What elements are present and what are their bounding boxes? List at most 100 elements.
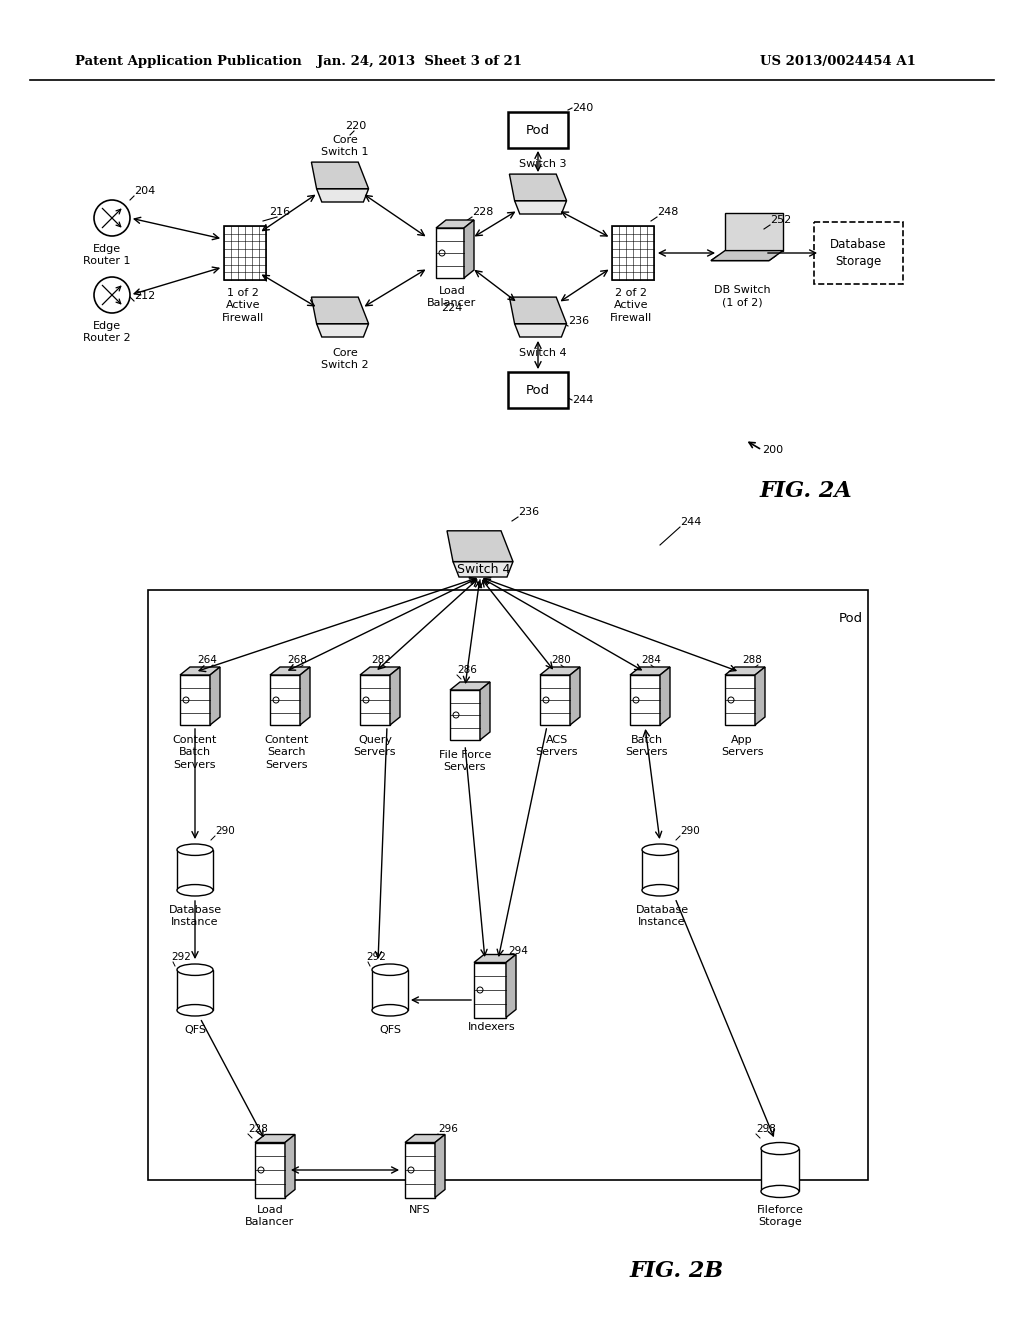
- Text: Switch 4: Switch 4: [519, 348, 567, 358]
- Text: 236: 236: [568, 315, 589, 326]
- Ellipse shape: [372, 964, 408, 975]
- Polygon shape: [360, 667, 400, 675]
- Text: 290: 290: [680, 826, 699, 836]
- Bar: [372, 970, 408, 1010]
- Bar: [360, 675, 390, 725]
- Polygon shape: [509, 174, 566, 201]
- Text: 244: 244: [680, 517, 701, 527]
- Ellipse shape: [177, 964, 213, 975]
- Text: 268: 268: [287, 655, 307, 665]
- Bar: [406, 1143, 435, 1197]
- Bar: [761, 1148, 799, 1192]
- Text: Database
Instance: Database Instance: [636, 906, 688, 928]
- Bar: [148, 590, 868, 1180]
- Polygon shape: [755, 667, 765, 725]
- Text: Database
Storage: Database Storage: [829, 238, 886, 268]
- Text: 282: 282: [371, 655, 391, 665]
- Text: 288: 288: [742, 655, 762, 665]
- Bar: [255, 1143, 285, 1197]
- Text: 1 of 2
Active
Firewall: 1 of 2 Active Firewall: [222, 288, 264, 323]
- Polygon shape: [630, 667, 670, 675]
- Bar: [474, 962, 506, 1018]
- Polygon shape: [311, 162, 369, 189]
- Ellipse shape: [761, 1185, 799, 1197]
- Bar: [180, 675, 210, 725]
- Text: 232: 232: [534, 133, 554, 143]
- Text: Pod: Pod: [839, 612, 863, 624]
- Bar: [508, 372, 568, 408]
- Text: 212: 212: [134, 290, 156, 301]
- Text: QFS: QFS: [184, 1026, 206, 1035]
- Text: 228: 228: [248, 1125, 268, 1134]
- Ellipse shape: [642, 843, 678, 855]
- Ellipse shape: [177, 1005, 213, 1016]
- Text: 264: 264: [197, 655, 217, 665]
- Polygon shape: [435, 1134, 445, 1197]
- Text: Jan. 24, 2013  Sheet 3 of 21: Jan. 24, 2013 Sheet 3 of 21: [317, 55, 522, 69]
- Text: Content
Search
Servers: Content Search Servers: [265, 735, 309, 770]
- Polygon shape: [464, 220, 474, 279]
- Polygon shape: [300, 667, 310, 725]
- Polygon shape: [711, 256, 776, 260]
- Text: 228: 228: [472, 207, 494, 216]
- Text: Database
Instance: Database Instance: [168, 906, 221, 928]
- Text: 292: 292: [171, 952, 190, 962]
- Text: 248: 248: [657, 207, 678, 216]
- Text: 2 of 2
Active
Firewall: 2 of 2 Active Firewall: [610, 288, 652, 323]
- Text: 200: 200: [762, 445, 783, 455]
- Ellipse shape: [761, 1143, 799, 1155]
- Text: 240: 240: [572, 103, 593, 114]
- Text: 290: 290: [215, 826, 234, 836]
- Polygon shape: [540, 667, 580, 675]
- Text: Load
Balancer: Load Balancer: [427, 286, 476, 309]
- Text: 296: 296: [438, 1125, 458, 1134]
- Polygon shape: [436, 220, 474, 228]
- Ellipse shape: [177, 843, 213, 855]
- Text: Edge
Router 1: Edge Router 1: [83, 244, 131, 267]
- Polygon shape: [570, 667, 580, 725]
- Text: Load
Balancer: Load Balancer: [246, 1205, 295, 1228]
- Polygon shape: [725, 667, 765, 675]
- Polygon shape: [480, 682, 490, 741]
- Text: Edge
Router 2: Edge Router 2: [83, 321, 131, 343]
- Text: App
Servers: App Servers: [721, 735, 763, 758]
- Polygon shape: [725, 213, 783, 251]
- Text: 294: 294: [508, 946, 528, 956]
- Text: ACS
Servers: ACS Servers: [536, 735, 579, 758]
- Polygon shape: [406, 1134, 445, 1143]
- Text: FIG. 2B: FIG. 2B: [630, 1261, 724, 1282]
- Text: 244: 244: [572, 395, 593, 405]
- Polygon shape: [515, 201, 566, 214]
- Text: Indexers: Indexers: [468, 1022, 516, 1032]
- Polygon shape: [515, 323, 566, 337]
- Polygon shape: [270, 667, 310, 675]
- Polygon shape: [660, 667, 670, 725]
- Ellipse shape: [177, 884, 213, 896]
- Polygon shape: [285, 1134, 295, 1197]
- Polygon shape: [509, 297, 566, 323]
- Text: Core
Switch 1: Core Switch 1: [322, 135, 369, 157]
- Ellipse shape: [642, 884, 678, 896]
- Text: 284: 284: [641, 655, 660, 665]
- Polygon shape: [474, 954, 516, 962]
- Polygon shape: [210, 667, 220, 725]
- Polygon shape: [255, 1134, 295, 1143]
- Polygon shape: [316, 323, 369, 337]
- Polygon shape: [180, 667, 220, 675]
- Bar: [642, 850, 678, 890]
- Polygon shape: [316, 189, 369, 202]
- Polygon shape: [390, 667, 400, 725]
- Bar: [270, 675, 300, 725]
- Bar: [450, 690, 480, 741]
- Text: Content
Batch
Servers: Content Batch Servers: [173, 735, 217, 770]
- Bar: [630, 675, 660, 725]
- Ellipse shape: [372, 1005, 408, 1016]
- Text: Switch 4: Switch 4: [458, 564, 511, 576]
- Polygon shape: [447, 531, 513, 561]
- Text: Core
Switch 2: Core Switch 2: [322, 348, 369, 371]
- Polygon shape: [311, 297, 369, 323]
- Bar: [540, 675, 570, 725]
- FancyBboxPatch shape: [813, 222, 902, 284]
- Text: Fileforce
Storage: Fileforce Storage: [757, 1205, 804, 1228]
- Text: US 2013/0024454 A1: US 2013/0024454 A1: [760, 55, 915, 69]
